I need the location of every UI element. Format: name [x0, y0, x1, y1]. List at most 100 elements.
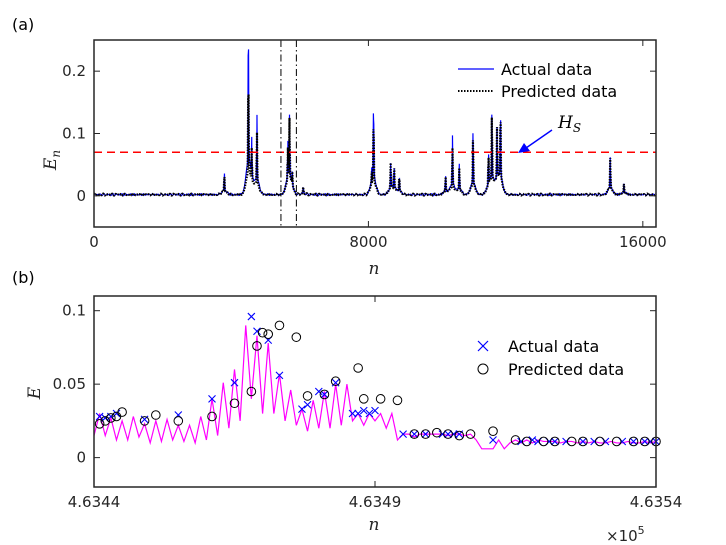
predicted-point-21: [375, 394, 386, 404]
xtick-label: 8000: [349, 233, 387, 251]
predicted-point-20: [358, 394, 369, 404]
predicted-point-16: [302, 391, 313, 401]
actual-point-15: [320, 390, 329, 399]
panel-b-exponent: ×105: [606, 524, 645, 545]
predicted-point-29: [488, 426, 498, 436]
actual-point-11: [275, 371, 284, 380]
actual-point-18: [354, 409, 363, 418]
actual-point-17: [348, 409, 357, 418]
actual-point-stroke: [95, 412, 104, 421]
predicted-point-15: [291, 332, 302, 342]
predicted-point-4: [117, 407, 127, 417]
actual-point-0: [95, 412, 104, 421]
predicted-point-23: [409, 429, 420, 439]
predicted-point-11: [252, 341, 262, 351]
predicted-point-37: [611, 436, 622, 447]
actual-point-stroke: [399, 430, 407, 438]
actual-point-stroke: [359, 406, 368, 415]
actual-point-stroke: [314, 387, 323, 396]
ytick-label: 0: [76, 187, 86, 205]
actual-point-31: [528, 436, 537, 444]
panel-b-axes-box: [93, 295, 657, 488]
panel-b-ylabel: E: [25, 386, 45, 400]
predicted-point-25: [432, 427, 442, 438]
actual-point-21: [371, 406, 379, 415]
actual-point-7: [230, 378, 239, 387]
predicted-point-30: [510, 435, 521, 445]
threshold-label: HS: [557, 113, 581, 135]
panel-a-ylabel: En: [41, 150, 63, 171]
xtick-label: 16000: [619, 233, 667, 251]
actual-point-13: [303, 400, 312, 409]
threshold-arrow-head: [518, 143, 530, 153]
panel-b-xlabel: n: [369, 515, 380, 535]
actual-point-34: [550, 437, 559, 446]
actual-point-36: [579, 437, 587, 446]
predicted-point-17: [319, 389, 330, 400]
actual-point-stroke: [348, 409, 357, 418]
predicted-point-38: [628, 436, 639, 447]
actual-point-3: [112, 409, 121, 418]
ytick-label: 0.1: [62, 302, 86, 320]
predicted-point-19: [353, 363, 363, 373]
panel-b-legend: Actual data Predicted data: [477, 337, 624, 379]
predicted-point-24: [420, 429, 431, 439]
predicted-point-33: [550, 436, 560, 447]
actual-point-stroke: [298, 405, 306, 414]
actual-point-29: [489, 436, 497, 444]
predicted-point-2: [106, 413, 116, 423]
predicted-point-9: [229, 398, 240, 409]
predicted-data-series: [93, 94, 657, 197]
actual-point-stroke: [421, 430, 430, 438]
actual-point-stroke: [371, 406, 379, 415]
predicted-point-1: [100, 416, 111, 426]
predicted-point-0: [94, 419, 105, 429]
actual-point-stroke: [444, 430, 452, 438]
panel-b-label: (b): [12, 268, 35, 287]
actual-point-stroke: [208, 394, 216, 403]
actual-point-stroke: [550, 437, 559, 446]
actual-point-23: [410, 430, 419, 438]
actual-point-24: [421, 430, 430, 438]
actual-point-stroke: [275, 371, 284, 380]
actual-point-stroke: [629, 437, 638, 446]
xtick-label: 4.6354: [630, 493, 683, 511]
legend-actual-label: Actual data: [508, 337, 599, 356]
actual-point-stroke: [303, 400, 312, 409]
legend-predicted-label: Predicted data: [501, 82, 617, 101]
predicted-point-39: [639, 436, 650, 447]
predicted-point-10: [246, 386, 257, 397]
panel-a: (a) 0 0.1 0.2 0 8000 16000 En n Actual data P…: [12, 15, 667, 279]
panel-a-legend: Actual data Predicted data: [458, 60, 617, 101]
actual-point-stroke: [410, 430, 419, 438]
actual-point-stroke: [247, 312, 256, 321]
actual-point-stroke: [320, 390, 329, 399]
actual-point-19: [359, 406, 368, 415]
xtick-label: 4.6344: [68, 493, 121, 511]
panel-b: (b) 00.050.14.6344 4.6349 4.6354 E n ×105 …: [12, 268, 682, 545]
predicted-point-12: [257, 327, 268, 338]
actual-point-41: [640, 437, 649, 446]
panel-b-plot-area: [93, 295, 661, 488]
ytick-label: 0.2: [62, 62, 86, 80]
predicted-point-22: [392, 395, 403, 406]
predicted-point-27: [454, 430, 465, 441]
panel-a-label: (a): [12, 15, 34, 34]
ytick-label: 0.05: [53, 375, 86, 393]
predicted-point-28: [465, 429, 476, 439]
actual-point-8: [247, 312, 256, 321]
actual-point-stroke: [489, 436, 497, 444]
predicted-point-32: [538, 436, 549, 447]
predicted-point-5: [139, 416, 150, 426]
panel-b-ticks: 0 0.05 0.1 4.6344 4.6349 4.6354: [53, 296, 683, 511]
legend-actual-label: Actual data: [501, 60, 592, 79]
actual-point-stroke: [528, 436, 537, 444]
predicted-point-8: [207, 411, 217, 422]
legend-predicted-marker: [477, 363, 489, 375]
predicted-point-14: [274, 320, 285, 331]
predicted-point-35: [578, 436, 588, 447]
actual-point-14: [314, 387, 323, 396]
actual-point-stroke: [640, 437, 649, 446]
predicted-point-18: [330, 376, 341, 387]
